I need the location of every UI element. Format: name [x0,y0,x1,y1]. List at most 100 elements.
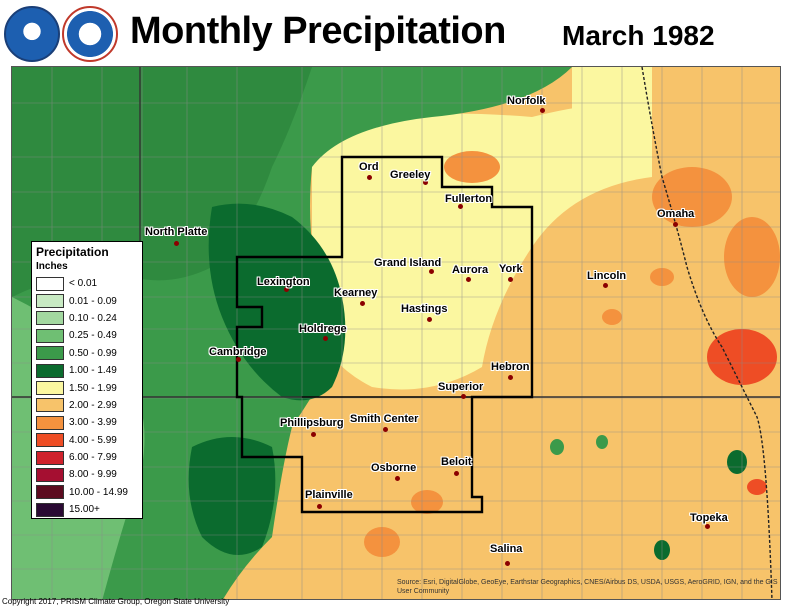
city-label-norfolk: Norfolk [507,95,546,107]
city-label-salina: Salina [490,543,523,555]
city-dot [323,336,328,341]
legend-entry: 10.00 - 14.99 [32,484,142,501]
legend-swatch [36,311,64,326]
legend-entry: 15.00+ [32,501,142,518]
map-period: March 1982 [562,20,715,51]
city-label-ord: Ord [359,161,379,173]
legend-label: 10.00 - 14.99 [69,486,128,498]
legend-label: 8.00 - 9.99 [69,469,117,481]
city-label-north-platte: North Platte [145,226,208,238]
city-dot [705,524,710,529]
city-dot [458,204,463,209]
city-dot [461,394,466,399]
legend-swatch [36,328,64,343]
legend-entry: 0.25 - 0.49 [32,327,142,344]
legend-units: Inches [36,261,68,272]
city-dot [454,471,459,476]
city-label-smith-center: Smith Center [350,413,419,425]
city-dot [383,427,388,432]
city-dot [367,175,372,180]
city-dot [317,504,322,509]
noaa-logo-icon [4,6,60,62]
legend-label: 0.25 - 0.49 [69,330,117,342]
city-dot [466,277,471,282]
map-title: Monthly Precipitation [130,10,506,52]
city-label-beloit: Beloit [441,456,472,468]
city-dot [603,283,608,288]
copyright-notice: Copyright 2017, PRISM Climate Group, Ore… [2,597,230,606]
city-label-kearney: Kearney [334,287,378,299]
city-label-fullerton: Fullerton [445,193,493,205]
legend-swatch [36,433,64,448]
city-dot [540,108,545,113]
city-dot [311,432,316,437]
legend-title: Precipitation [36,245,109,259]
city-dot [508,277,513,282]
legend-swatch [36,467,64,482]
city-label-aurora: Aurora [452,264,489,276]
legend-entries: < 0.01 0.01 - 0.09 0.10 - 0.24 0.25 - 0.49 0… [32,275,142,518]
legend-swatch [36,363,64,378]
legend-label: 3.00 - 3.99 [69,417,117,429]
legend-entry: 8.00 - 9.99 [32,466,142,483]
city-label-lincoln: Lincoln [587,270,627,282]
legend-swatch [36,398,64,413]
city-dot [423,180,428,185]
legend-label: 0.01 - 0.09 [69,295,117,307]
city-dot [174,241,179,246]
city-label-plainville: Plainville [305,489,353,501]
legend-swatch [36,485,64,500]
legend-label: 6.00 - 7.99 [69,452,117,464]
legend-label: 0.10 - 0.24 [69,312,117,324]
nws-logo-icon [62,6,118,62]
legend-swatch [36,415,64,430]
legend-swatch [36,276,64,291]
city-dot [673,222,678,227]
city-label-omaha: Omaha [657,208,695,220]
header: Monthly Precipitation March 1982 [0,0,792,66]
city-label-hastings: Hastings [401,303,448,315]
legend-entry: 0.01 - 0.09 [32,292,142,309]
city-dot [360,301,365,306]
city-label-phillipsburg: Phillipsburg [280,417,344,429]
city-label-lexington: Lexington [257,276,310,288]
legend-entry: < 0.01 [32,275,142,292]
city-label-greeley: Greeley [390,169,431,181]
city-dot [508,375,513,380]
legend-entry: 6.00 - 7.99 [32,449,142,466]
map-legend: Precipitation Inches < 0.01 0.01 - 0.09 0.… [31,241,143,520]
legend-entry: 2.00 - 2.99 [32,397,142,414]
legend-label: 2.00 - 2.99 [69,399,117,411]
city-label-holdrege: Holdrege [299,323,347,335]
city-label-superior: Superior [438,381,484,393]
city-label-hebron: Hebron [491,361,530,373]
legend-label: 4.00 - 5.99 [69,434,117,446]
city-label-osborne: Osborne [371,462,417,474]
legend-entry: 1.00 - 1.49 [32,362,142,379]
legend-swatch [36,502,64,517]
legend-label: 1.50 - 1.99 [69,382,117,394]
legend-swatch [36,346,64,361]
city-label-york: York [499,263,523,275]
city-label-topeka: Topeka [690,512,728,524]
legend-label: 0.50 - 0.99 [69,347,117,359]
city-label-cambridge: Cambridge [209,346,267,358]
legend-entry: 1.50 - 1.99 [32,379,142,396]
legend-entry: 4.00 - 5.99 [32,432,142,449]
legend-entry: 0.50 - 0.99 [32,345,142,362]
legend-swatch [36,381,64,396]
legend-swatch [36,294,64,309]
city-dot [505,561,510,566]
legend-swatch [36,450,64,465]
city-label-grand-island: Grand Island [374,257,442,269]
city-dot [284,287,289,292]
city-dot [429,269,434,274]
legend-label: 15.00+ [69,504,100,516]
legend-label: < 0.01 [69,278,98,290]
city-dot [395,476,400,481]
city-dot [427,317,432,322]
map-source-credits: Source: Esri, DigitalGlobe, GeoEye, Eart… [397,579,778,595]
legend-entry: 3.00 - 3.99 [32,414,142,431]
legend-label: 1.00 - 1.49 [69,365,117,377]
legend-entry: 0.10 - 0.24 [32,310,142,327]
